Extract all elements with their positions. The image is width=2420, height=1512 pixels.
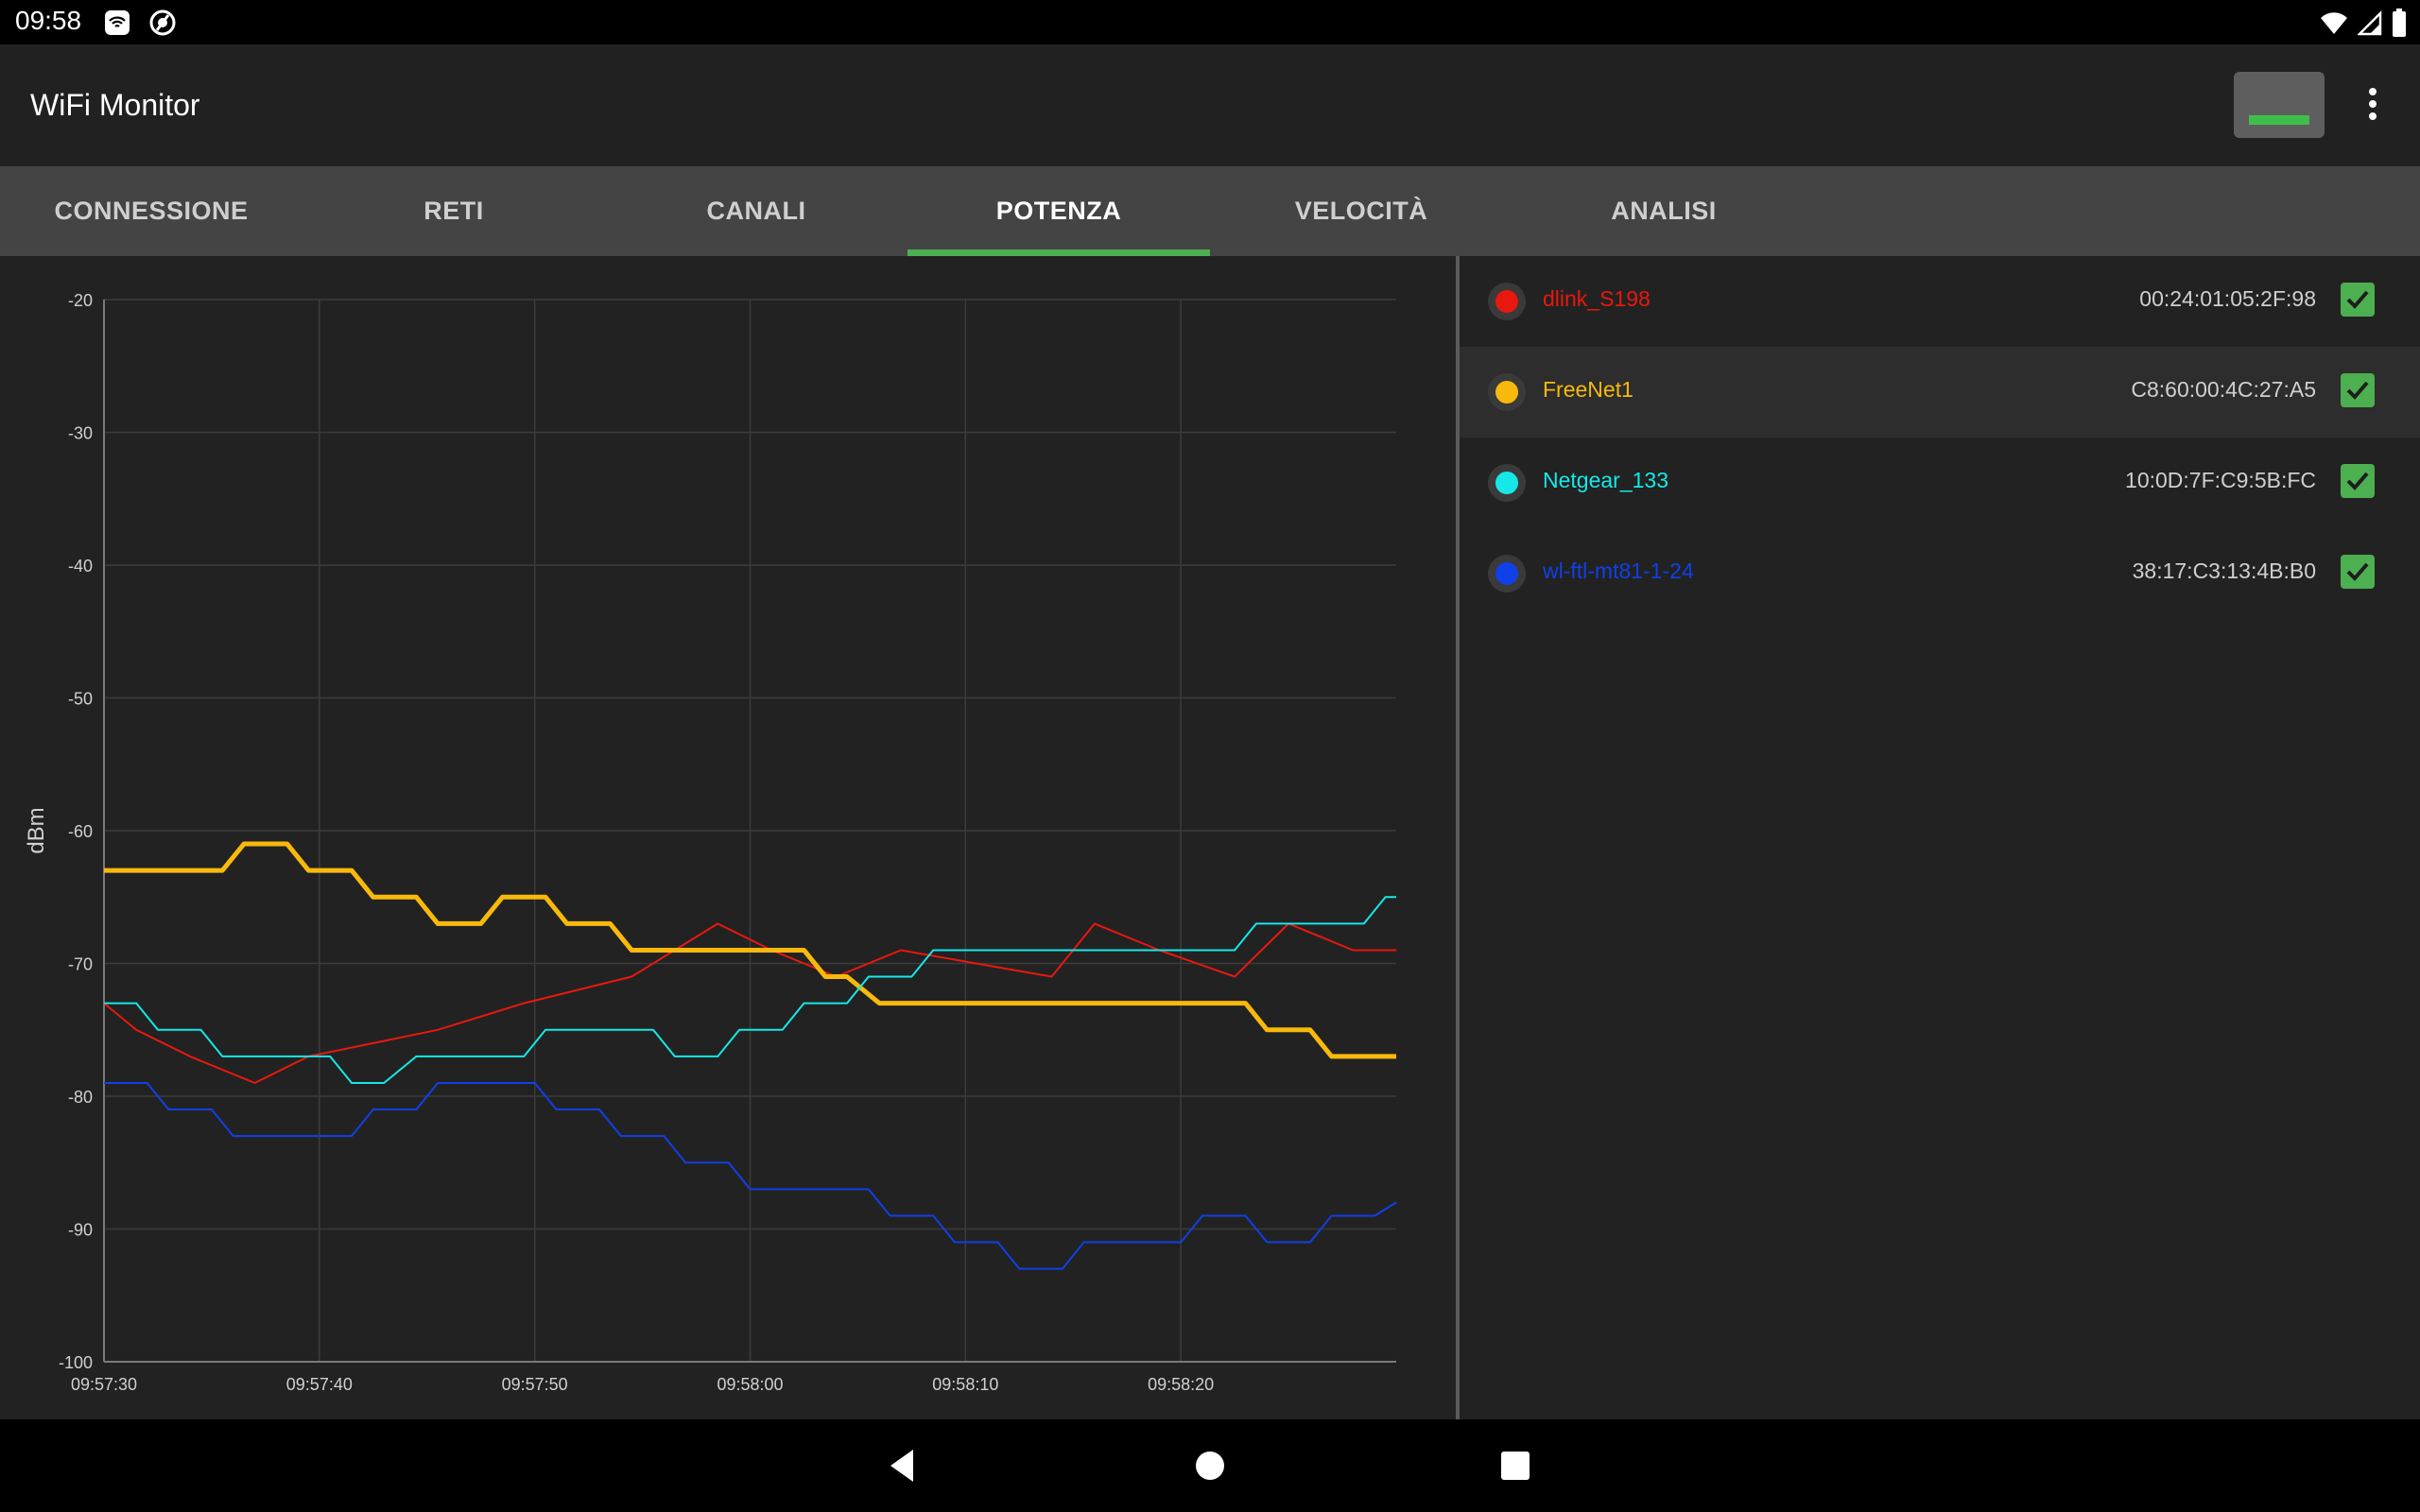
home-icon[interactable]: [1188, 1444, 1232, 1487]
checkbox-checked-icon[interactable]: [2341, 373, 2375, 407]
series-line-freenet1: [104, 841, 1396, 1059]
cell-signal-icon: [2358, 9, 2382, 36]
network-color-icon: [1488, 464, 1526, 502]
status-time: 09:58: [15, 6, 82, 35]
network-name: FreeNet1: [1543, 377, 1634, 402]
signal-chart-panel: -20 -30 -40 -50 -60 -70 -80 -90 -100 09:57:30 09:5…: [0, 256, 1456, 1419]
overflow-menu-icon[interactable]: [2356, 86, 2390, 126]
y-tick-label: -80: [68, 1088, 93, 1107]
network-row[interactable]: wl-ftl-mt81-1-24 38:17:C3:13:4B:B0: [1460, 528, 2420, 619]
app-title: WiFi Monitor: [30, 88, 200, 122]
pause-toggle-button[interactable]: [2234, 72, 2325, 138]
network-color-icon: [1488, 555, 1526, 593]
checkbox-checked-icon[interactable]: [2341, 464, 2375, 498]
x-tick-label: 09:57:50: [502, 1375, 568, 1394]
back-icon[interactable]: [881, 1444, 925, 1487]
x-tick-label: 09:58:10: [932, 1375, 998, 1394]
tab-potenza[interactable]: POTENZA: [908, 166, 1210, 256]
network-name: Netgear_133: [1543, 468, 1668, 492]
network-name: wl-ftl-mt81-1-24: [1543, 558, 1694, 583]
network-row[interactable]: dlink_S198 00:24:01:05:2F:98: [1460, 256, 2420, 347]
wifi-notification-icon: [105, 10, 130, 35]
status-bar: 09:58: [0, 0, 2420, 44]
tab-velocita[interactable]: VELOCITÀ: [1294, 197, 1428, 225]
series-line-wl-ftl-mt81-1-24: [104, 1082, 1397, 1270]
toggle-indicator: [2249, 115, 2309, 125]
series-line-netgear-133: [104, 896, 1396, 1084]
x-tick-label: 09:57:30: [71, 1375, 137, 1394]
y-tick-label: -30: [68, 424, 93, 443]
app-bar: WiFi Monitor: [0, 44, 2420, 166]
network-mac: 00:24:01:05:2F:98: [2139, 286, 2316, 311]
network-mac: 10:0D:7F:C9:5B:FC: [2125, 468, 2316, 492]
network-mac: 38:17:C3:13:4B:B0: [2132, 558, 2316, 583]
tab-canali[interactable]: CANALI: [706, 197, 806, 225]
network-mac: C8:60:00:4C:27:A5: [2131, 377, 2316, 402]
recents-icon[interactable]: [1494, 1444, 1537, 1487]
navigation-bar: [0, 1419, 2420, 1512]
y-tick-label: -60: [68, 822, 93, 841]
y-tick-label: -20: [68, 291, 93, 310]
network-dot-1: [1495, 381, 1518, 404]
network-name: dlink_S198: [1543, 286, 1651, 311]
panel-divider: [1456, 256, 1460, 1419]
checkbox-checked-icon[interactable]: [2341, 555, 2375, 589]
x-tick-label: 09:57:40: [286, 1375, 353, 1394]
x-tick-label: 09:58:00: [717, 1375, 783, 1394]
network-dot-2: [1495, 472, 1518, 494]
checkbox-checked-icon[interactable]: [2341, 283, 2375, 317]
tab-reti[interactable]: RETI: [424, 197, 484, 225]
tab-analisi[interactable]: ANALISI: [1611, 197, 1717, 225]
network-row[interactable]: Netgear_133 10:0D:7F:C9:5B:FC: [1460, 438, 2420, 528]
status-right-icons: [2320, 8, 2407, 38]
y-tick-label: -50: [68, 690, 93, 709]
y-tick-label: -90: [68, 1221, 93, 1240]
network-list: dlink_S198 00:24:01:05:2F:98 FreeNet1 C8…: [1460, 256, 2420, 1419]
network-row[interactable]: FreeNet1 C8:60:00:4C:27:A5: [1460, 347, 2420, 438]
network-color-icon: [1488, 283, 1526, 320]
network-dot-3: [1495, 562, 1518, 585]
tab-bar: CONNESSIONE RETI CANALI POTENZA VELOCITÀ…: [0, 166, 2420, 256]
network-color-icon: [1488, 373, 1526, 411]
y-tick-label: -40: [68, 557, 93, 576]
x-tick-label: 09:58:20: [1148, 1375, 1214, 1394]
wifi-signal-icon: [2321, 12, 2347, 35]
battery-icon: [2393, 9, 2406, 37]
y-tick-label: -70: [68, 955, 93, 974]
tab-connessione[interactable]: CONNESSIONE: [54, 197, 249, 225]
data-saver-icon: [149, 9, 176, 36]
network-dot-0: [1495, 290, 1518, 313]
signal-strength-chart: -20 -30 -40 -50 -60 -70 -80 -90 -100 09:57:30 09:5…: [24, 291, 1397, 1394]
y-axis-label: dBm: [24, 807, 49, 853]
y-tick-label: -100: [59, 1353, 93, 1372]
